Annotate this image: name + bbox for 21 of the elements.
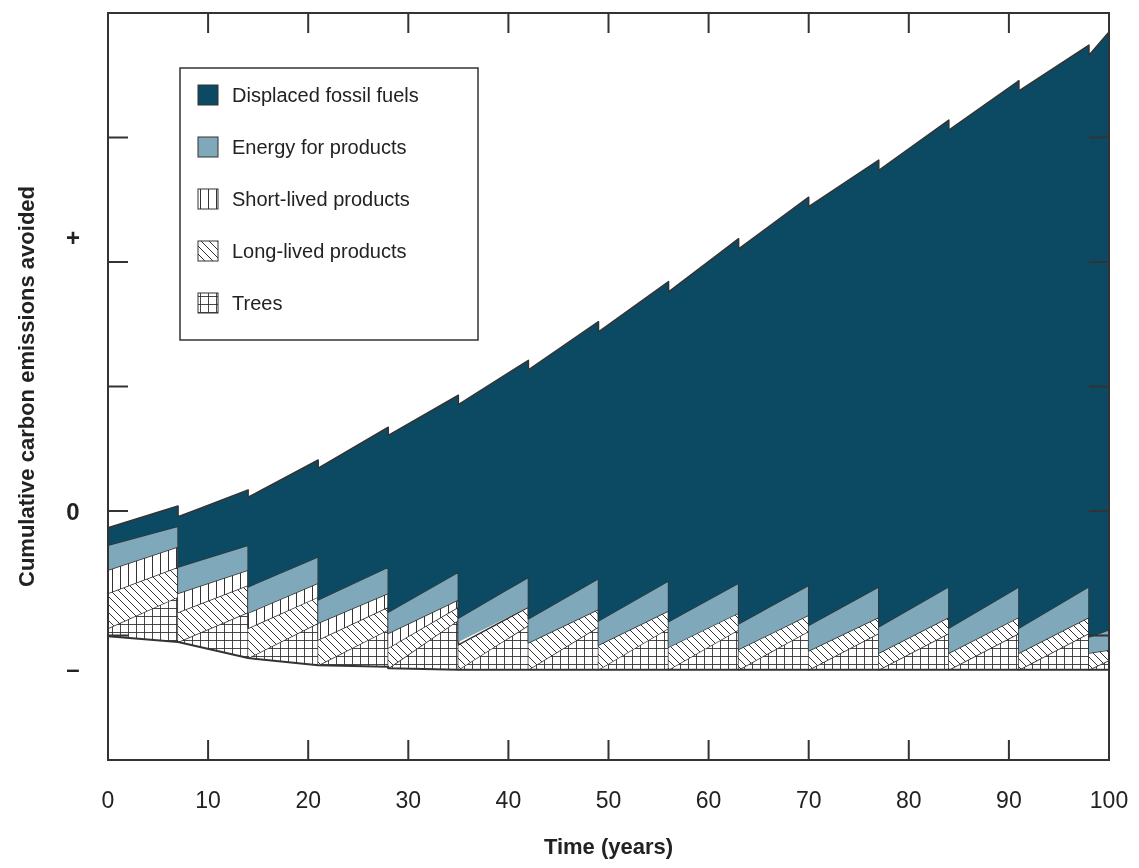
x-axis-title: Time (years) [543,834,674,859]
x-tick-label: 10 [195,787,221,813]
text: 0 [66,497,80,525]
x-tick-label: 0 [101,787,115,813]
x-tick-label: 30 [395,787,422,813]
legend-label: Long-lived products [232,240,407,262]
x-tick-label: 60 [695,787,722,813]
x-tick-label: 40 [495,787,522,813]
x-tick-label: 20 [295,787,321,813]
x-tick-label: 50 [595,787,622,813]
legend-label: Trees [232,292,283,314]
x-tick-label: 80 [896,787,922,813]
legend-label: Energy for products [232,136,407,158]
y-axis-title: Cumulative carbon emissions avoided [14,185,39,588]
legend-label: Displaced fossil fuels [232,84,419,106]
x-tick-label: 70 [795,787,822,813]
x-tick-label: 100 [1089,787,1129,813]
x-tick-label: 90 [996,787,1022,813]
text: – [66,654,80,682]
text: + [65,223,81,251]
legend-label: Short-lived products [232,188,410,210]
